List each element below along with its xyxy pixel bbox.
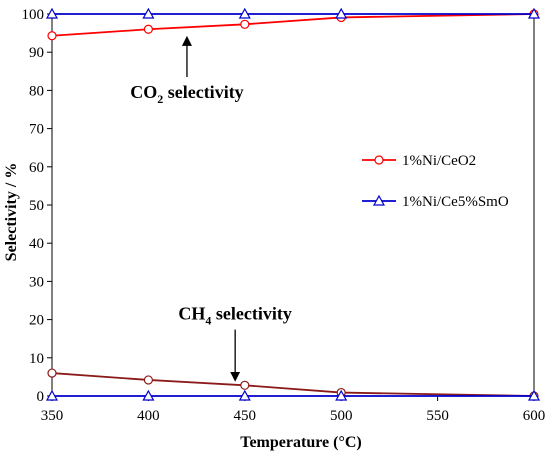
- legend: 1%Ni/CeO2 1%Ni/Ce5%SmO: [362, 153, 509, 210]
- y-tick-label: 0: [37, 389, 45, 405]
- y-axis-title: Selectivity / %: [3, 163, 20, 262]
- data-point: [47, 31, 57, 41]
- y-tick-label: 60: [29, 160, 44, 176]
- data-point: [142, 389, 155, 401]
- y-tick-label: 100: [22, 7, 45, 23]
- data-point: [240, 380, 250, 390]
- x-tick-label: 400: [137, 408, 160, 424]
- y-tick-label: 70: [29, 122, 44, 138]
- y-tick-label: 50: [29, 198, 44, 214]
- data-point: [238, 389, 251, 401]
- x-axis-title: Temperature (°C): [240, 434, 361, 451]
- data-point: [47, 368, 57, 378]
- data-point: [374, 155, 384, 165]
- x-tick-label: 350: [41, 408, 64, 424]
- series-ch4: [45, 389, 541, 401]
- data-point: [142, 7, 155, 19]
- data-point: [527, 7, 541, 19]
- data-point: [527, 389, 541, 401]
- annotation-label: CO2 selectivity: [130, 82, 243, 106]
- y-tick-label: 80: [29, 83, 44, 99]
- data-point: [45, 7, 59, 19]
- y-tick-label: 10: [29, 351, 44, 367]
- series-co2: [45, 7, 541, 19]
- x-tick-label: 550: [426, 408, 449, 424]
- x-tick-label: 600: [523, 408, 546, 424]
- data-point: [335, 389, 348, 401]
- y-tick-labels: 0 10 20 30 40 50 60 70 80 90 100: [22, 7, 45, 405]
- annotations: CO2 selectivity CH4 selectivity: [130, 35, 292, 382]
- series-line: [51, 372, 535, 397]
- legend-label: 1%Ni/CeO2: [402, 153, 476, 169]
- y-tick-label: 30: [29, 274, 44, 290]
- x-tick-labels: 350 400 450 500 550 600: [41, 408, 546, 424]
- data-point: [372, 194, 386, 206]
- data-point: [143, 375, 153, 385]
- legend-label: 1%Ni/Ce5%SmO: [402, 194, 509, 210]
- series-line: [51, 13, 535, 37]
- x-tick-label: 500: [330, 408, 353, 424]
- series-lines: [45, 7, 541, 401]
- y-tick-label: 90: [29, 45, 44, 61]
- annotation-label: CH4 selectivity: [178, 304, 291, 328]
- y-tick-label: 40: [29, 236, 44, 252]
- series-co2: [47, 9, 539, 41]
- x-tick-label: 450: [234, 408, 257, 424]
- data-point: [240, 19, 250, 29]
- data-point: [45, 389, 59, 401]
- data-point: [335, 7, 348, 19]
- data-point: [238, 7, 251, 19]
- y-tick-label: 20: [29, 313, 44, 329]
- data-point: [143, 24, 153, 34]
